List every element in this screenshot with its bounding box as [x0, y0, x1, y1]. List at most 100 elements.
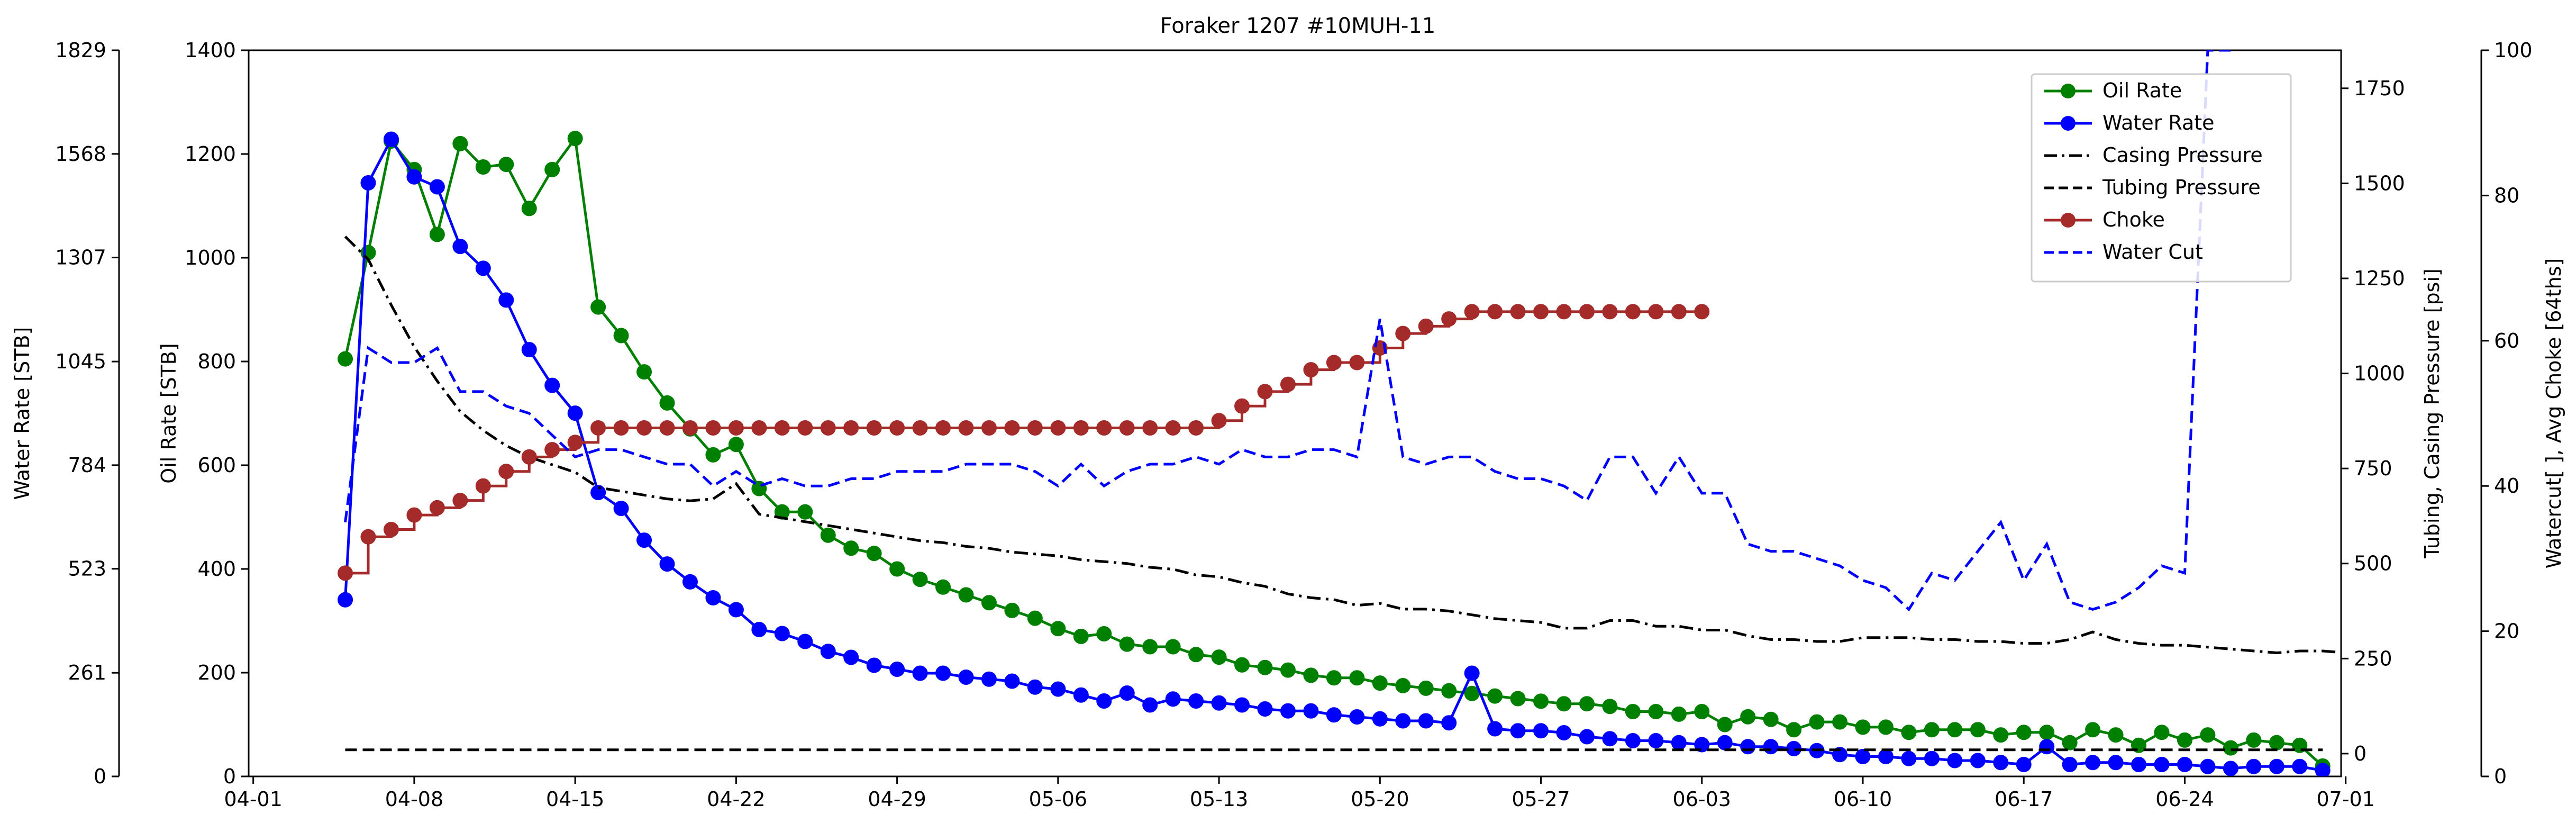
x-tick-label: 06-03 [1673, 788, 1731, 811]
water-rate-axis: 0 261 523 784 1045 1307 1568 1829 Water Rate [ST… [11, 39, 120, 788]
choke-point [1395, 325, 1411, 341]
choke-point [613, 420, 629, 436]
choke-point [636, 420, 652, 436]
water-rate-point [1579, 729, 1595, 745]
choke-point [406, 507, 422, 523]
water-rate-point [1004, 673, 1020, 689]
oil-rate-point [1487, 688, 1503, 704]
water-rate-point [1878, 748, 1894, 764]
oil-rate-point [544, 161, 560, 177]
water-rate-point [682, 574, 698, 590]
oil-rate-point [452, 135, 468, 151]
oil-rate-point [1671, 706, 1687, 722]
oil-rate-point [1763, 711, 1779, 727]
water-rate-point [1510, 723, 1526, 739]
oil-rate-point [659, 395, 675, 411]
choke-point [1234, 398, 1250, 414]
x-tick-label: 06-10 [1834, 788, 1892, 811]
water-rate-point [1257, 701, 1273, 717]
choke-point [1671, 304, 1687, 320]
oil-rate-point [590, 299, 606, 315]
water-rate-axis-tick-label: 1045 [55, 350, 106, 373]
water-rate-point [1970, 753, 1986, 768]
water-rate-point [475, 260, 491, 276]
watercut-choke-axis-tick-label: 100 [2494, 39, 2533, 62]
oil-rate-axis-label: Oil Rate [STB] [157, 343, 180, 483]
oil-rate-point [1326, 670, 1342, 686]
choke-point [1165, 420, 1181, 436]
water-rate-point [820, 644, 836, 659]
x-tick-label: 04-22 [707, 788, 765, 811]
choke-point [774, 420, 790, 436]
oil-rate-point [1119, 636, 1135, 652]
oil-rate-axis-tick-label: 800 [197, 350, 236, 373]
oil-rate-axis-tick-label: 1200 [185, 142, 236, 166]
legend-marker [2061, 84, 2076, 98]
oil-rate-point [1556, 696, 1572, 712]
choke-point [360, 529, 376, 545]
choke-point [866, 420, 882, 436]
water-rate-point [958, 669, 974, 685]
oil-rate-point [1625, 704, 1641, 719]
choke-point [544, 442, 560, 458]
water-rate-point [705, 590, 721, 605]
oil-rate-point [1395, 678, 1411, 693]
pressure-axis-tick-label: 1750 [2354, 77, 2405, 100]
choke-point [1004, 420, 1020, 436]
oil-rate-point [866, 546, 882, 562]
choke-point [1349, 355, 1365, 370]
legend-label: Water Cut [2102, 240, 2203, 264]
water-rate-point [889, 661, 905, 677]
water-rate-point [728, 602, 744, 618]
water-rate-point [1165, 691, 1181, 707]
oil-rate-point [2085, 722, 2101, 738]
oil-rate-axis-tick-label: 600 [197, 454, 236, 477]
oil-rate-point [1073, 628, 1089, 644]
water-rate-point [338, 592, 353, 608]
oil-rate-point [774, 504, 790, 520]
water-rate-point [1947, 753, 1963, 768]
water-rate-point [636, 532, 652, 548]
water-rate-point [2131, 756, 2147, 772]
choke-point [981, 420, 997, 436]
oil-rate-point [2016, 725, 2032, 740]
water-rate-series [338, 131, 2331, 776]
oil-rate-point [1510, 691, 1526, 707]
water-rate-point [2039, 739, 2055, 755]
choke-point [338, 565, 353, 581]
x-tick-label: 04-08 [385, 788, 443, 811]
water-rate-point [1648, 732, 1664, 748]
oil-rate-point [1165, 639, 1181, 655]
choke-point [1096, 420, 1112, 436]
legend-label: Choke [2102, 208, 2165, 231]
oil-rate-point [1372, 675, 1388, 691]
water-rate-axis-label: Water Rate [STB] [11, 327, 34, 500]
legend-item-choke: Choke [2044, 208, 2165, 231]
water-rate-point [774, 626, 790, 641]
water-rate-point [1533, 723, 1549, 739]
x-tick-label: 05-06 [1029, 788, 1087, 811]
oil-rate-point [338, 351, 353, 367]
choke-point [383, 522, 399, 538]
water-rate-point [2269, 758, 2284, 774]
x-tick-label: 04-01 [224, 788, 282, 811]
oil-rate-point [1096, 626, 1112, 641]
choke-point [659, 420, 675, 436]
choke-point [889, 420, 905, 436]
watercut-choke-axis-tick-label: 80 [2494, 184, 2519, 207]
water-rate-axis-tick-label: 0 [94, 765, 106, 788]
oil-rate-point [1004, 602, 1020, 618]
watercut-choke-axis-label: Watercut[ ], Avg Choke [64ths] [2542, 258, 2565, 568]
water-rate-point [1073, 687, 1089, 703]
water-rate-point [1671, 735, 1687, 750]
oil-rate-axis-tick-label: 0 [223, 765, 236, 788]
choke-point [1625, 304, 1641, 320]
water-rate-point [2315, 763, 2331, 776]
oil-rate-point [1349, 670, 1365, 686]
water-rate-point [659, 556, 675, 572]
legend-marker [2061, 116, 2076, 131]
water-rate-point [1050, 681, 1066, 697]
choke-point [567, 435, 583, 450]
oil-rate-point [2062, 735, 2078, 750]
water-rate-point [2177, 756, 2192, 772]
